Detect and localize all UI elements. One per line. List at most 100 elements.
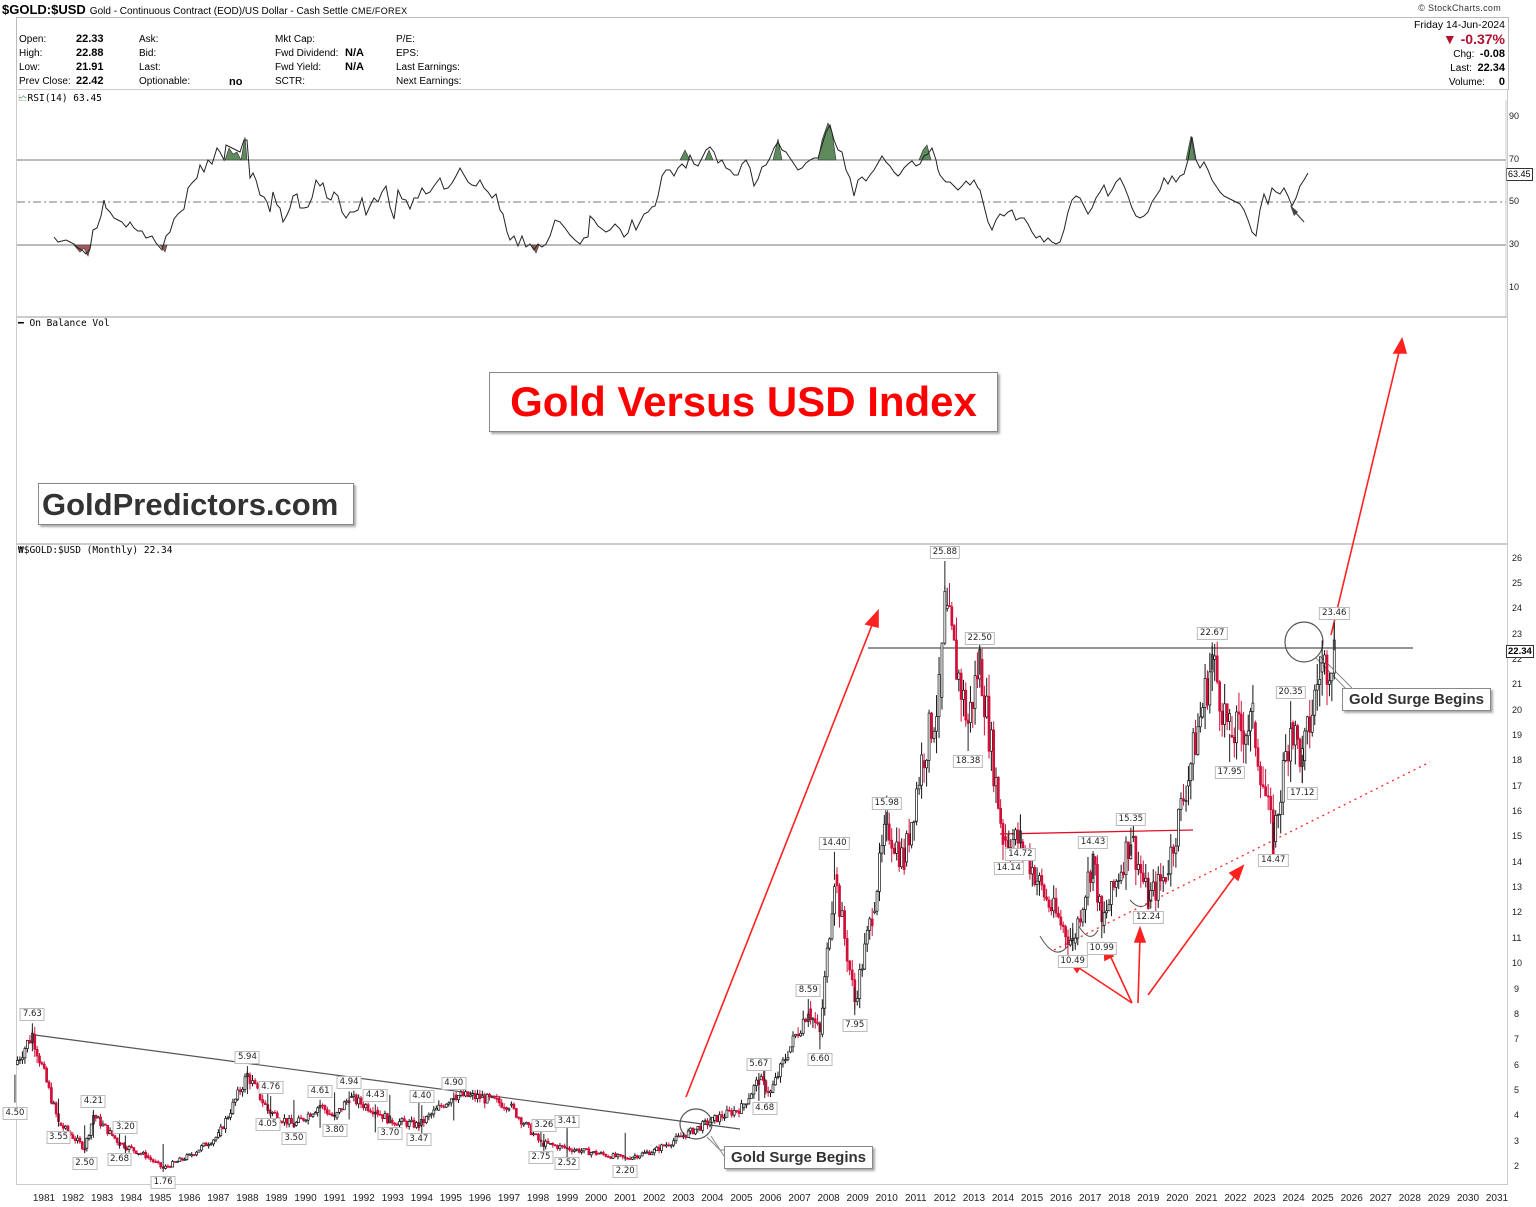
rsi-chart [17, 100, 1507, 316]
year-tick: 2001 [614, 1193, 637, 1204]
price-label: 22.67 [1197, 627, 1228, 641]
price-label: 15.35 [1115, 812, 1147, 826]
rsi-tick-90: 90 [1509, 111, 1520, 121]
prev-close-value: 22.42 [76, 75, 104, 87]
year-tick: 2019 [1137, 1193, 1160, 1204]
year-tick: 1984 [120, 1193, 143, 1204]
copyright: © StockCharts.com [1418, 3, 1501, 13]
price-tick: 25 [1512, 578, 1523, 588]
price-tick: 15 [1512, 831, 1523, 841]
price-label: 10.99 [1086, 942, 1117, 956]
quote-panel [16, 17, 1509, 90]
price-label: 2.20 [612, 1164, 638, 1178]
year-tick: 2010 [875, 1193, 898, 1204]
rsi-tick-50: 50 [1509, 196, 1520, 206]
year-tick: 2003 [672, 1193, 695, 1204]
year-tick: 2013 [962, 1193, 986, 1204]
price-label: 6.60 [807, 1053, 833, 1067]
price-label: 3.80 [322, 1124, 348, 1138]
year-tick: 2025 [1311, 1193, 1334, 1204]
price-label: 2.52 [554, 1156, 580, 1170]
price-label: 4.90 [441, 1077, 467, 1091]
price-label: 18.38 [952, 755, 984, 768]
price-tick: 21 [1512, 679, 1523, 689]
chart-title: $GOLD:$USD Gold - Continuous Contract (EO… [2, 2, 407, 17]
year-tick: 1998 [526, 1193, 550, 1204]
year-tick: 2020 [1166, 1193, 1189, 1204]
price-label: 14.47 [1258, 854, 1289, 868]
price-label: 1.76 [150, 1175, 176, 1189]
rsi-legend-icon: 🗠 [18, 93, 28, 104]
price-label: 7.63 [19, 1008, 45, 1022]
year-tick: 1993 [381, 1193, 404, 1204]
year-tick: 2012 [933, 1193, 956, 1204]
year-tick: 2000 [585, 1193, 608, 1204]
candle-legend-icon: ₩ [18, 545, 24, 556]
price-label: 7.95 [842, 1019, 868, 1033]
price-last-value: 22.34 [1506, 645, 1534, 658]
price-label: 3.20 [112, 1120, 138, 1134]
year-tick: 1986 [178, 1193, 201, 1204]
rsi-tick-30: 30 [1509, 239, 1520, 249]
rsi-tick-10: 10 [1509, 282, 1520, 292]
year-tick: 2026 [1340, 1193, 1363, 1204]
price-label: 3.50 [281, 1131, 307, 1145]
price-label: 3.26 [531, 1119, 557, 1132]
year-tick: 2011 [905, 1193, 927, 1204]
year-tick: 1995 [439, 1193, 462, 1204]
price-label: 3.41 [554, 1115, 580, 1129]
price-label: 22.50 [964, 631, 995, 645]
price-label: 2.75 [528, 1150, 554, 1164]
year-tick: 2029 [1427, 1193, 1450, 1204]
price-label: 25.88 [929, 546, 961, 560]
year-tick: 2030 [1456, 1193, 1480, 1204]
price-label: 14.40 [819, 836, 850, 850]
volume: Volume: 0 [1448, 76, 1505, 88]
price-tick: 10 [1512, 958, 1523, 968]
year-tick: 2006 [759, 1193, 782, 1204]
year-tick: 2016 [1049, 1193, 1073, 1204]
price-label: 3.70 [377, 1126, 403, 1140]
quote-date: Friday 14-Jun-2024 [1413, 19, 1505, 31]
price-label: 4.61 [307, 1084, 333, 1098]
optionable-value: no [229, 76, 243, 88]
price-label: 23.46 [1319, 607, 1350, 621]
year-tick: 1996 [468, 1193, 492, 1204]
price-label: 17.12 [1287, 786, 1318, 800]
price-tick: 13 [1512, 882, 1523, 892]
price-label: 8.59 [795, 983, 821, 997]
price-tick: 4 [1514, 1110, 1520, 1120]
price-tick: 6 [1514, 1060, 1520, 1070]
year-tick: 1991 [323, 1193, 346, 1204]
price-label: 5.67 [746, 1057, 772, 1071]
year-tick: 2024 [1282, 1193, 1305, 1204]
year-tick: 2018 [1108, 1193, 1131, 1204]
price-tick: 24 [1512, 603, 1523, 613]
price-label: 2.68 [107, 1152, 133, 1166]
price-label: 15.98 [871, 796, 902, 810]
price-tick: 22 [1512, 654, 1523, 664]
year-tick: 2031 [1485, 1193, 1509, 1204]
price-tick: 2 [1514, 1161, 1520, 1171]
year-tick: 2004 [701, 1193, 724, 1204]
price-label: 5.94 [234, 1051, 260, 1065]
price-tick: 14 [1512, 857, 1523, 867]
year-tick: 2022 [1224, 1193, 1247, 1204]
price-tick: 16 [1512, 806, 1523, 816]
fwd-dividend-label: Fwd Dividend: [275, 48, 339, 59]
main-title: Gold Versus USD Index [489, 372, 998, 432]
price-label: 4.50 [2, 1106, 28, 1120]
obv-panel [16, 316, 1508, 545]
price-label: 4.21 [80, 1094, 106, 1108]
mkt-cap-label: Mkt Cap: [275, 34, 316, 45]
year-tick: 2005 [730, 1193, 753, 1204]
year-tick: 1989 [265, 1193, 288, 1204]
year-tick: 2015 [1020, 1193, 1044, 1204]
year-tick: 2027 [1369, 1193, 1392, 1204]
rsi-legend: 🗠RSI(14) 63.45 [18, 93, 102, 104]
fwd-dividend-value: N/A [345, 47, 364, 59]
price-label: 14.14 [993, 862, 1024, 876]
price-label: 10.49 [1057, 954, 1088, 968]
price-label: 3.47 [406, 1132, 432, 1146]
price-label: 4.76 [258, 1081, 284, 1094]
